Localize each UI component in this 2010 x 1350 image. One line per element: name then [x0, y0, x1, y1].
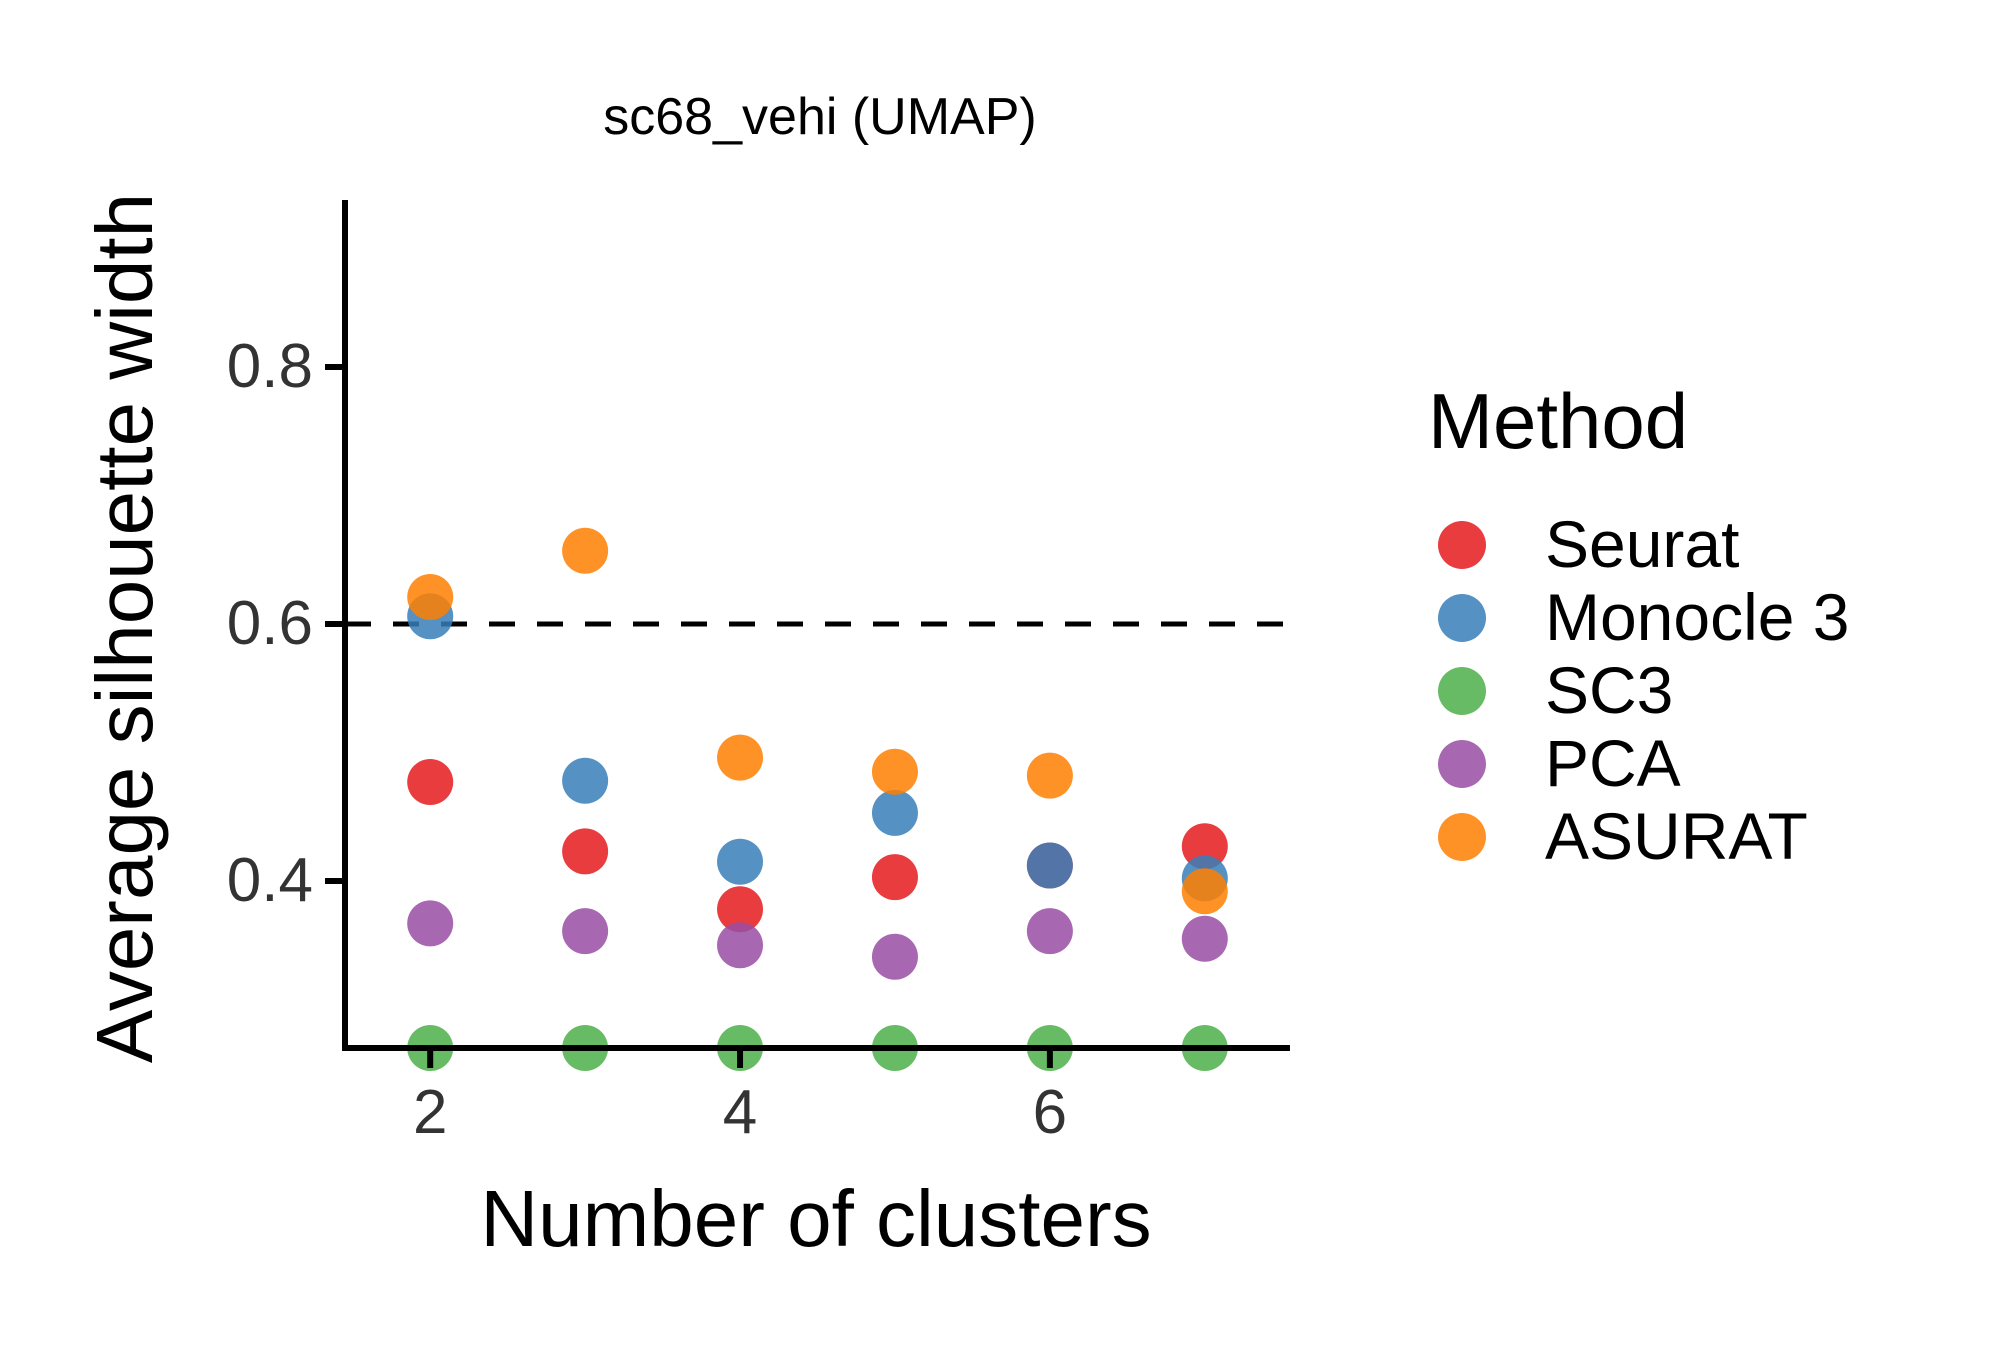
legend-label: SC3 [1545, 653, 1673, 727]
legend-label: ASURAT [1545, 799, 1808, 873]
point-pca-3 [562, 908, 609, 955]
point-asurat-3 [562, 527, 609, 574]
point-asurat-5 [871, 748, 918, 795]
point-monocle-3-5 [871, 789, 918, 836]
point-seurat-4 [717, 886, 764, 933]
point-asurat-7 [1181, 868, 1228, 915]
legend-label: PCA [1545, 726, 1681, 800]
y-tick-label: 0.6 [227, 589, 313, 658]
point-pca-4 [717, 922, 764, 969]
point-monocle-3-3 [562, 757, 609, 804]
legend-title: Method [1428, 377, 1688, 465]
x-tick-label: 2 [413, 1078, 447, 1147]
point-pca-6 [1026, 908, 1073, 955]
point-pca-2 [407, 900, 454, 947]
legend-key-monocle-3 [1438, 594, 1486, 642]
point-seurat-2 [407, 759, 454, 806]
y-tick-label: 0.8 [227, 332, 313, 401]
point-pca-7 [1181, 915, 1228, 962]
legend-label: Monocle 3 [1545, 580, 1850, 654]
point-seurat-7 [1181, 823, 1228, 870]
y-axis-label: Average silhouette width [80, 193, 169, 1063]
point-seurat-5 [871, 854, 918, 901]
point-seurat-3 [562, 828, 609, 875]
point-asurat-6 [1026, 752, 1073, 799]
legend-key-sc3 [1438, 667, 1486, 715]
legend-key-pca [1438, 740, 1486, 788]
point-monocle-3-4 [717, 838, 764, 885]
point-asurat-4 [717, 734, 764, 781]
point-pca-5 [871, 933, 918, 980]
legend-key-asurat [1438, 813, 1486, 861]
x-tick-label: 6 [1033, 1078, 1067, 1147]
point-asurat-2 [407, 574, 454, 621]
x-axis-label: Number of clusters [480, 1174, 1151, 1263]
x-tick-label: 4 [723, 1078, 757, 1147]
y-tick-label: 0.4 [227, 846, 313, 915]
legend-label: Seurat [1545, 507, 1739, 581]
legend-key-seurat [1438, 521, 1486, 569]
chart-title: sc68_vehi (UMAP) [603, 88, 1036, 146]
point-monocle-3-6 [1026, 842, 1073, 889]
